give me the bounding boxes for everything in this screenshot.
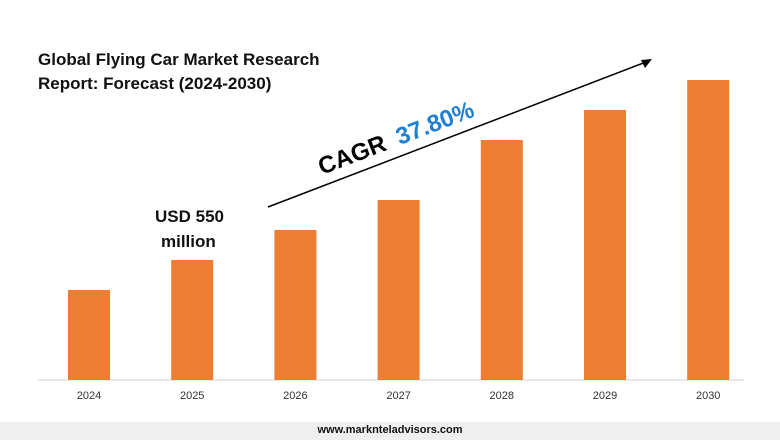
cagr-label: CAGR: [314, 130, 390, 181]
bar-2027: [377, 200, 420, 380]
growth-arrow-head: [641, 59, 652, 68]
x-tick-label-2030: 2030: [696, 390, 720, 402]
bar-2026: [274, 230, 317, 380]
footer-bar: [0, 422, 780, 440]
bar-2024: [68, 290, 110, 380]
base-value-line1: USD 550: [155, 207, 224, 226]
x-tick-label-2024: 2024: [77, 390, 101, 402]
cagr-annotation: CAGR 37.80%: [314, 96, 477, 180]
base-value-line2: million: [161, 232, 216, 251]
bar-2025: [171, 260, 214, 380]
x-tick-label-2026: 2026: [283, 390, 307, 402]
x-tick-label-2025: 2025: [180, 390, 204, 402]
x-tick-label-2029: 2029: [593, 390, 617, 402]
bar-2029: [584, 110, 626, 380]
footer-url: www.marknteladvisors.com: [317, 424, 463, 436]
bar-2028: [480, 140, 523, 380]
chart-title: Global Flying Car Market Research Report…: [38, 50, 320, 93]
x-tick-label-2027: 2027: [386, 390, 410, 402]
growth-arrow-line: [267, 61, 647, 208]
bar-2030: [687, 80, 730, 380]
x-tick-label-2028: 2028: [490, 390, 514, 402]
